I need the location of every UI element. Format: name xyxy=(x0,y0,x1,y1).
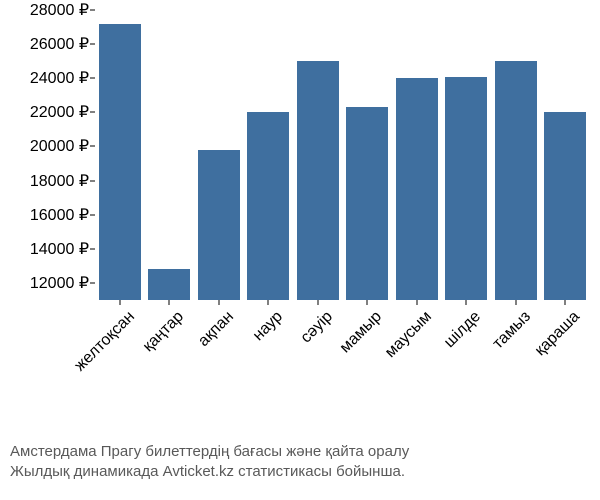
x-tick-mark xyxy=(317,300,318,305)
x-tick-label: наур xyxy=(250,308,287,345)
x-tick-label: қараша xyxy=(532,308,584,360)
bar xyxy=(297,61,339,300)
y-tick-label: 14000 ₽ xyxy=(30,239,89,259)
bar xyxy=(445,77,487,300)
x-tick-label: тамыз xyxy=(489,308,534,353)
x-tick-mark xyxy=(119,300,120,305)
chart-caption: Амстердама Прагу билеттердің бағасы және… xyxy=(10,442,409,483)
x-tick-label: қаңтар xyxy=(140,308,188,356)
bar xyxy=(99,24,141,300)
y-tick-label: 22000 ₽ xyxy=(30,102,89,122)
bars-layer xyxy=(95,10,590,300)
y-tick-label: 12000 ₽ xyxy=(30,273,89,293)
x-tick-label: желтоқсан xyxy=(71,308,138,375)
x-tick-label: ақпан xyxy=(195,308,238,351)
x-tick-label: маусым xyxy=(382,308,436,362)
bar xyxy=(346,107,388,300)
bar xyxy=(544,112,586,300)
x-tick-mark xyxy=(565,300,566,305)
x-tick-mark xyxy=(169,300,170,305)
bar xyxy=(495,61,537,300)
x-tick-mark xyxy=(515,300,516,305)
caption-line: Жылдық динамикада Avticket.kz статистика… xyxy=(10,462,409,482)
x-tick-label: сәуір xyxy=(297,308,336,347)
caption-line: Амстердама Прагу билеттердің бағасы және… xyxy=(10,442,409,462)
y-tick-label: 24000 ₽ xyxy=(30,68,89,88)
y-tick-label: 18000 ₽ xyxy=(30,171,89,191)
plot-area: 12000 ₽14000 ₽16000 ₽18000 ₽20000 ₽22000… xyxy=(95,10,590,300)
x-tick-mark xyxy=(466,300,467,305)
bar xyxy=(396,78,438,300)
bar xyxy=(247,112,289,300)
y-tick-label: 26000 ₽ xyxy=(30,34,89,54)
y-tick-label: 20000 ₽ xyxy=(30,136,89,156)
x-tick-mark xyxy=(367,300,368,305)
x-tick-mark xyxy=(268,300,269,305)
x-tick-mark xyxy=(218,300,219,305)
x-tick-label: мамыр xyxy=(337,308,386,357)
bar xyxy=(198,150,240,300)
price-bar-chart: 12000 ₽ 14000 ₽ 16000 ₽ 18000 ₽ 20000 ₽ 22000… xyxy=(0,0,600,500)
x-tick-label: шілде xyxy=(441,308,485,352)
y-tick-label: 28000 ₽ xyxy=(30,0,89,20)
bar xyxy=(148,269,190,300)
y-tick-label: 16000 ₽ xyxy=(30,205,89,225)
x-tick-mark xyxy=(416,300,417,305)
